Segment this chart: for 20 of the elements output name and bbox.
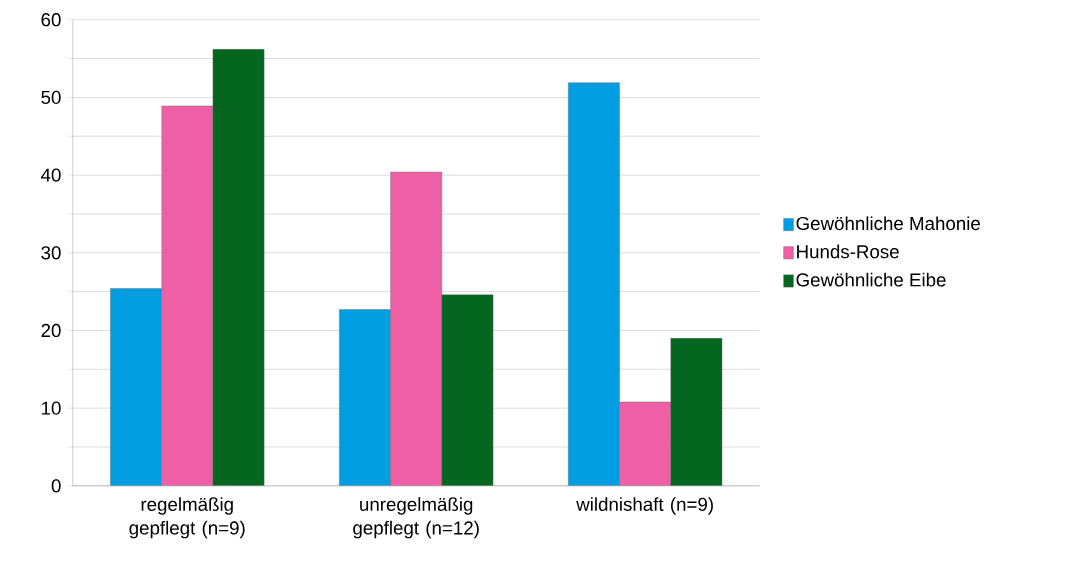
x-tick-label: wildnishaft (n=9) [576,497,713,515]
legend-label: Gewöhnliche Eibe [796,272,946,287]
y-tick-label: 40 [41,168,61,182]
bar [161,105,214,486]
y-tick-label: 60 [41,13,61,27]
y-tick-label: 10 [42,401,61,415]
y-tick-label: 30 [41,246,61,260]
legend-label: Hunds-Rose [797,244,899,259]
bar [670,338,723,486]
bar [110,288,162,486]
y-tick-label: 20 [41,323,61,338]
bar [212,49,265,486]
bar [619,401,671,486]
x-tick-label: regelmäßig gepflegt (n=9) [129,497,245,539]
y-tick-label: 0 [51,479,61,493]
bar [390,171,443,486]
bar [441,294,494,486]
legend-label: Gewöhnliche Mahonie [796,216,980,231]
y-tick-label: 50 [41,90,61,105]
x-tick-label: unregelmäßig gepflegt (n=12) [353,497,479,539]
